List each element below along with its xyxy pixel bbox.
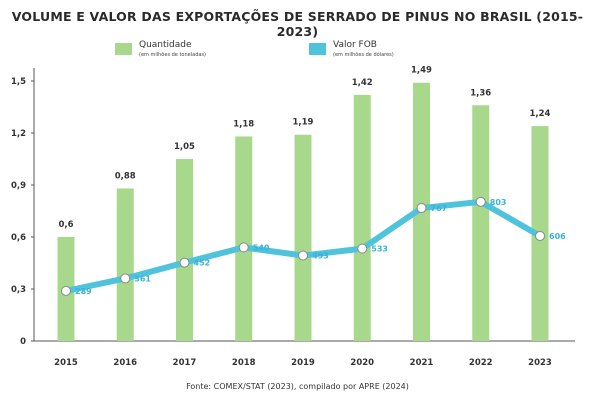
x-tick-label: 2021 bbox=[410, 358, 434, 368]
line-value-label: 767 bbox=[431, 204, 448, 213]
legend-sublabel-quantidade: (em milhões de toneladas) bbox=[139, 52, 206, 58]
x-tick-label: 2015 bbox=[54, 358, 78, 368]
bar bbox=[116, 188, 134, 341]
line-value-label: 533 bbox=[371, 245, 388, 254]
bar-value-label: 1,36 bbox=[470, 88, 491, 98]
y-tick-label: 0,6 bbox=[11, 233, 26, 243]
bar-value-label: 0,88 bbox=[115, 171, 136, 181]
line-point bbox=[535, 230, 545, 241]
y-tick-label: 1,5 bbox=[11, 77, 26, 87]
chart-source: Fonte: COMEX/STAT (2023), compilado por … bbox=[186, 382, 409, 391]
legend-swatch-quantidade bbox=[115, 43, 132, 55]
x-tick-label: 2022 bbox=[469, 358, 493, 368]
y-tick-label: 0 bbox=[20, 337, 26, 347]
line-point bbox=[298, 250, 308, 261]
line-value-label: 289 bbox=[75, 287, 92, 296]
bar-value-label: 1,49 bbox=[411, 66, 432, 76]
bar bbox=[176, 159, 193, 341]
bar-value-label: 1,24 bbox=[530, 109, 551, 119]
line-value-label: 803 bbox=[490, 198, 507, 207]
line-value-label: 606 bbox=[549, 232, 566, 241]
chart-title: VOLUME E VALOR DAS EXPORTAÇÕES DE SERRAD… bbox=[11, 9, 584, 39]
y-tick-label: 0,3 bbox=[11, 285, 26, 295]
line-point bbox=[179, 257, 190, 268]
bar bbox=[235, 136, 253, 341]
line-value-label: 452 bbox=[194, 259, 211, 268]
bar-value-label: 1,19 bbox=[293, 118, 314, 128]
bar bbox=[294, 134, 312, 341]
bar bbox=[353, 94, 371, 341]
bar bbox=[472, 105, 490, 342]
x-tick-label: 2016 bbox=[113, 358, 137, 368]
line-value-label: 493 bbox=[312, 252, 329, 261]
y-tick-label: 0,9 bbox=[11, 181, 26, 191]
legend-label-quantidade: Quantidade bbox=[139, 40, 192, 50]
line-point bbox=[120, 273, 131, 284]
bar-value-label: 0,6 bbox=[58, 220, 73, 230]
line-point bbox=[357, 243, 368, 254]
line-value-label: 361 bbox=[134, 274, 151, 283]
x-tick-label: 2018 bbox=[232, 358, 256, 368]
bar-value-label: 1,18 bbox=[233, 119, 254, 129]
bar-value-label: 1,05 bbox=[174, 142, 195, 152]
line-point bbox=[475, 196, 486, 207]
x-tick-label: 2019 bbox=[291, 358, 315, 368]
y-tick-label: 1,2 bbox=[11, 129, 26, 139]
legend-sublabel-valor-fob: (em milhões de dólares) bbox=[333, 52, 394, 58]
legend-label-valor-fob: Valor FOB bbox=[333, 40, 377, 50]
line-point bbox=[61, 285, 71, 296]
line-point bbox=[238, 242, 249, 253]
x-tick-label: 2020 bbox=[350, 358, 374, 368]
line-value-label: 540 bbox=[253, 243, 270, 252]
x-tick-label: 2017 bbox=[173, 358, 197, 368]
line-point bbox=[416, 203, 427, 214]
x-tick-label: 2023 bbox=[528, 358, 552, 368]
legend-swatch-valor-fob bbox=[309, 43, 326, 55]
bar-value-label: 1,42 bbox=[352, 78, 373, 88]
